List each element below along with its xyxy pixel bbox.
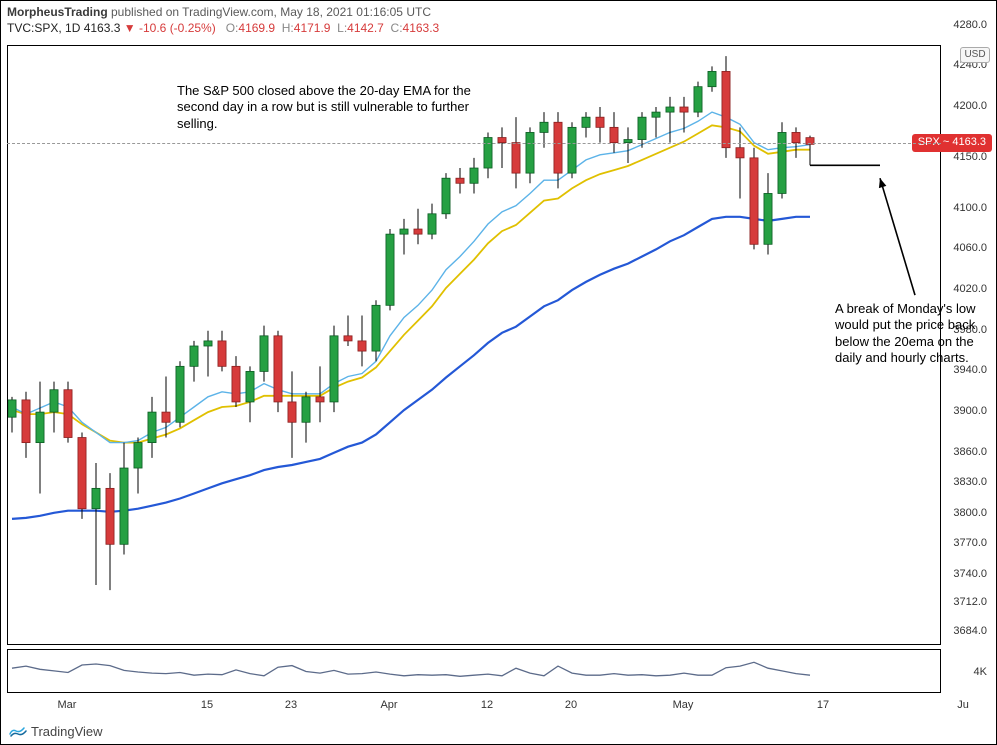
ytick: 4060.0: [953, 242, 987, 254]
ytick: 3940.0: [953, 364, 987, 376]
vol-ytick: 4K: [974, 666, 987, 678]
change-abs: -10.6: [139, 21, 166, 35]
footer-text: TradingView: [31, 724, 103, 739]
price-plot[interactable]: [7, 45, 941, 645]
xtick: Mar: [58, 699, 77, 711]
volume-panel[interactable]: [7, 649, 941, 693]
ytick: 3770.0: [953, 537, 987, 549]
volume-yaxis: 4K: [941, 649, 991, 693]
ytick: 3712.0: [953, 596, 987, 608]
xtick: May: [673, 699, 694, 711]
ytick: 4020.0: [953, 283, 987, 295]
xtick: 15: [201, 699, 213, 711]
ohlc-open: 4169.9: [238, 21, 275, 35]
tradingview-logo-icon: [9, 722, 27, 740]
symbol-ohlc-line: TVC:SPX, 1D 4163.3 ▼ -10.6 (-0.25%) O:41…: [7, 21, 990, 35]
time-xaxis: Mar 15 23 Apr 12 20 May 17 Ju: [7, 695, 987, 719]
last-price: 4163.3: [84, 21, 121, 35]
ytick: 3800.0: [953, 507, 987, 519]
price-svg: [8, 46, 942, 646]
xtick: 20: [565, 699, 577, 711]
ytick: 3684.0: [953, 625, 987, 637]
ytick: 3830.0: [953, 476, 987, 488]
ohlc-high: 4171.9: [294, 21, 331, 35]
author-name: MorpheusTrading: [7, 5, 108, 19]
ohlc-low: 4142.7: [347, 21, 384, 35]
ytick: 4100.0: [953, 202, 987, 214]
last-close-dashline: [7, 143, 941, 144]
ytick: 3900.0: [953, 405, 987, 417]
currency-badge: USD: [960, 47, 990, 63]
chart-header: MorpheusTrading published on TradingView…: [7, 5, 990, 39]
change-pct: (-0.25%): [170, 21, 216, 35]
annotation-note-0: The S&P 500 closed above the 20-day EMA …: [177, 83, 477, 132]
xtick: 23: [285, 699, 297, 711]
ytick: 4280.0: [953, 19, 987, 31]
ytick: 3860.0: [953, 446, 987, 458]
xtick: 12: [481, 699, 493, 711]
ytick: 4150.0: [953, 151, 987, 163]
annotation-note-1: A break of Monday's low would put the pr…: [835, 301, 985, 366]
xtick: Apr: [380, 699, 397, 711]
symbol: TVC:SPX, 1D: [7, 21, 80, 35]
publish-text: published on TradingView.com, May 18, 20…: [108, 5, 431, 19]
footer-brand: TradingView: [9, 722, 103, 740]
xtick: 17: [817, 699, 829, 711]
ohlc-close: 4163.3: [403, 21, 440, 35]
ytick: 4200.0: [953, 100, 987, 112]
xtick: Ju: [957, 699, 969, 711]
volume-svg: [8, 650, 942, 694]
ytick: 3740.0: [953, 568, 987, 580]
direction-arrow-icon: ▼: [124, 21, 136, 35]
publish-line: MorpheusTrading published on TradingView…: [7, 5, 990, 19]
